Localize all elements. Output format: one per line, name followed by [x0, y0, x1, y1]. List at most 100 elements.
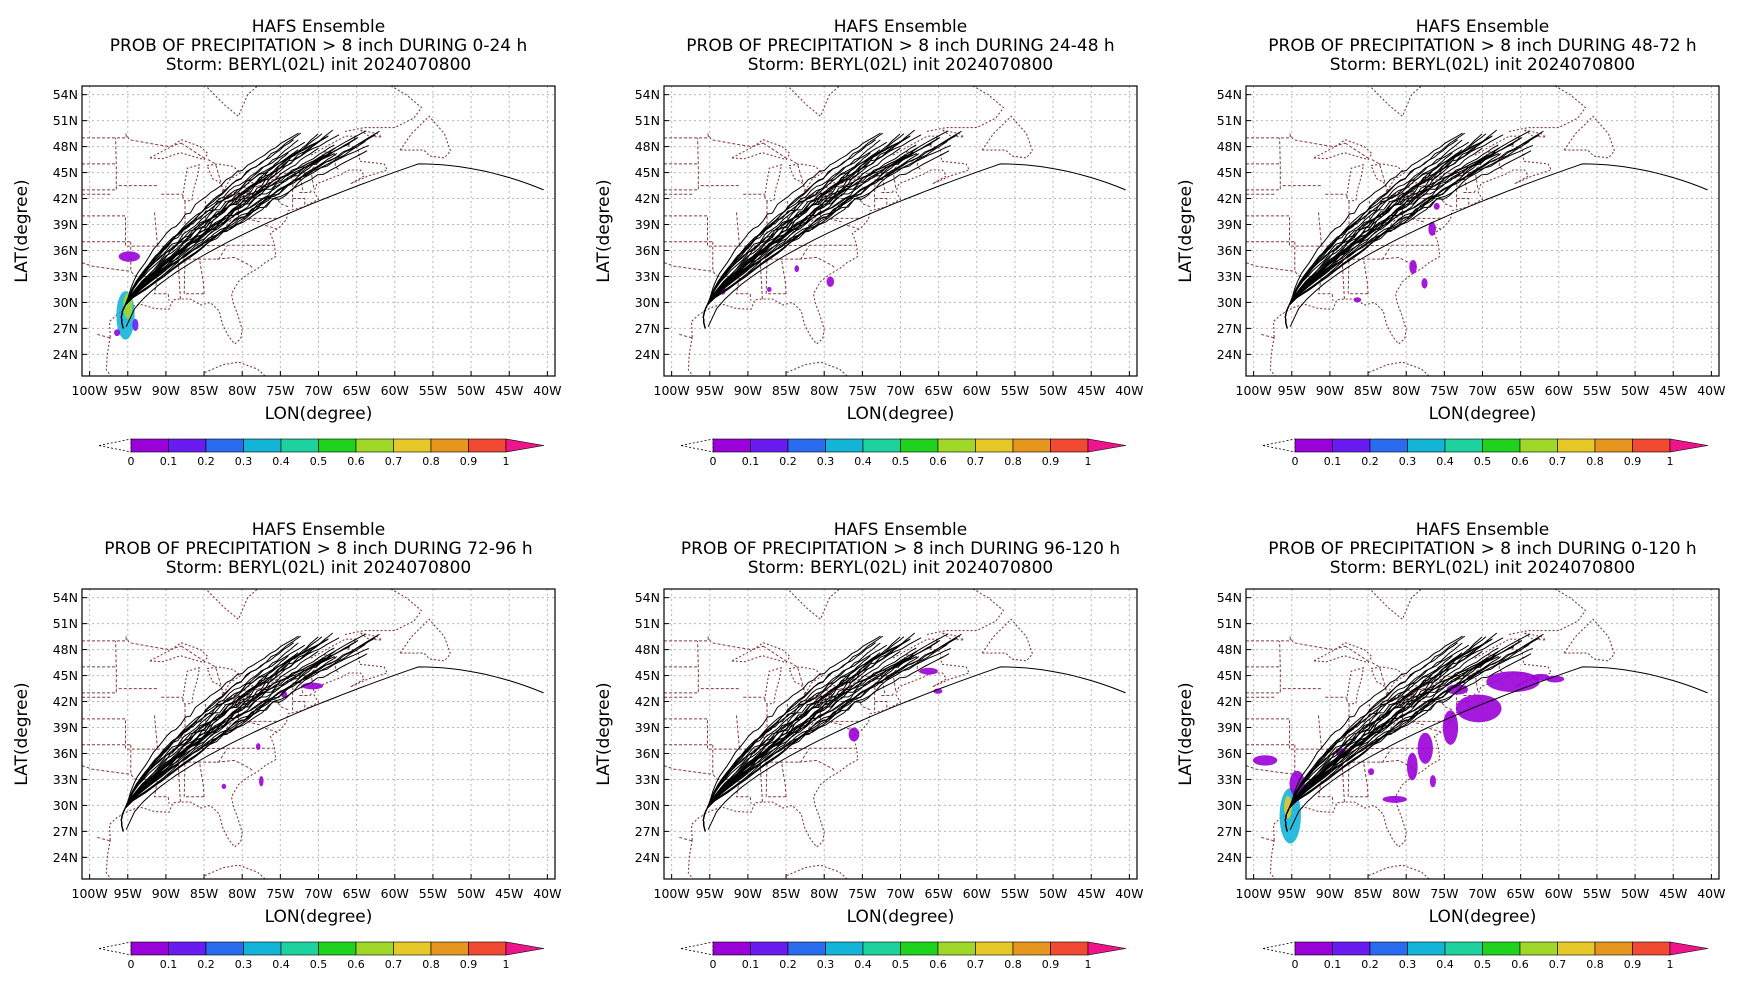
colorbar-label: 0.9 — [1624, 958, 1642, 971]
panel-storm-label: Storm: BERYL(02L) init 2024070800 — [748, 558, 1053, 578]
lon-tick-label: 50W — [1621, 886, 1649, 901]
lon-tick-label: 45W — [1659, 886, 1687, 901]
lat-tick-label: 42N — [635, 694, 660, 709]
lat-tick-label: 36N — [53, 746, 78, 761]
panel-title: HAFS Ensemble — [1416, 520, 1549, 540]
ensemble-track — [120, 139, 294, 329]
colorbar-label: 0.8 — [1586, 958, 1604, 971]
precip-probability-area — [114, 329, 121, 337]
y-axis-label: LAT(degree) — [1176, 682, 1196, 785]
lat-tick-label: 27N — [53, 321, 78, 336]
ensemble-track — [1284, 640, 1490, 832]
colorbar-label: 0.3 — [1399, 455, 1417, 468]
lon-tick-label: 70W — [886, 886, 914, 901]
lon-tick-label: 95W — [114, 886, 142, 901]
state-border — [199, 762, 205, 797]
lat-tick-label: 39N — [1217, 720, 1242, 735]
colorbar-segment — [130, 941, 169, 956]
coastline — [182, 667, 201, 705]
colorbar-segment — [1294, 438, 1333, 453]
lon-tick-label: 40W — [1115, 886, 1143, 901]
ensemble-track — [120, 647, 335, 832]
state-border — [1455, 198, 1470, 205]
lat-tick-label: 33N — [635, 269, 660, 284]
state-border — [264, 727, 277, 733]
colorbar-label: 0.7 — [967, 958, 985, 971]
lon-tick-label: 75W — [848, 886, 876, 901]
precip-probability-area — [301, 682, 324, 690]
coastline — [924, 589, 1005, 636]
lon-tick-label: 65W — [925, 383, 953, 398]
state-border — [243, 198, 290, 208]
state-border — [846, 224, 859, 230]
colorbar-label: 0 — [710, 958, 717, 971]
precip-probability-area — [132, 318, 139, 331]
state-border — [264, 224, 277, 230]
colorbar-segment — [280, 438, 319, 453]
lon-tick-label: 75W — [1430, 383, 1458, 398]
coastline — [1506, 86, 1587, 133]
colorbar-label: 1 — [503, 958, 510, 971]
colorbar-segment — [355, 941, 394, 956]
colorbar-label: 0 — [128, 958, 135, 971]
coastline — [764, 164, 783, 202]
ensemble-track — [702, 136, 910, 329]
colorbar: 0 0.1 0.2 0.3 0.4 0.5 0.6 0.7 0.8 0.9 1 — [1262, 941, 1709, 971]
coastline — [709, 86, 840, 118]
coastline — [204, 864, 266, 879]
colorbar-label: 0.3 — [817, 455, 835, 468]
state-border — [1401, 198, 1444, 219]
ensemble-track — [702, 635, 881, 832]
y-axis-label: LAT(degree) — [12, 179, 32, 282]
state-border — [798, 759, 837, 773]
colorbar-under-arrow — [98, 438, 132, 453]
coastline — [206, 666, 242, 694]
coastline — [1563, 618, 1616, 662]
colorbar-label: 0.1 — [160, 455, 178, 468]
state-border — [664, 765, 714, 775]
colorbar-segment — [1482, 941, 1521, 956]
colorbar-segment — [243, 941, 282, 956]
state-border — [881, 188, 895, 193]
lon-tick-label: 85W — [772, 886, 800, 901]
lon-tick-label: 80W — [228, 886, 256, 901]
state-border — [97, 333, 111, 339]
lon-tick-label: 40W — [1115, 383, 1143, 398]
lat-tick-label: 54N — [1217, 87, 1242, 102]
lat-tick-label: 24N — [635, 850, 660, 865]
ensemble-track — [702, 635, 884, 832]
state-border — [292, 172, 294, 208]
lat-tick-label: 27N — [1217, 321, 1242, 336]
lon-tick-label: 95W — [114, 383, 142, 398]
ensemble-track — [1284, 132, 1463, 329]
x-axis-label: LON(degree) — [265, 907, 373, 927]
precip-probability-area — [826, 276, 835, 287]
state-border — [1474, 169, 1479, 190]
state-border — [82, 262, 132, 272]
lon-tick-label: 55W — [419, 383, 447, 398]
ensemble-track — [1284, 147, 1500, 329]
state-border — [180, 142, 207, 161]
lon-tick-label: 40W — [1697, 886, 1725, 901]
colorbar-label: 0.6 — [347, 455, 365, 468]
colorbar-label: 1 — [503, 455, 510, 468]
lat-tick-label: 48N — [635, 139, 660, 154]
colorbar-label: 0.8 — [422, 455, 440, 468]
lon-tick-label: 90W — [152, 383, 180, 398]
lat-tick-label: 51N — [635, 616, 660, 631]
coastline — [981, 618, 1034, 662]
state-border — [762, 142, 789, 161]
state-border — [1318, 715, 1322, 750]
lon-tick-label: 90W — [734, 886, 762, 901]
ensemble-track — [120, 137, 326, 329]
colorbar-label: 0.6 — [929, 958, 947, 971]
state-border — [664, 718, 856, 750]
lat-tick-label: 24N — [1217, 850, 1242, 865]
colorbar-label: 0 — [128, 455, 135, 468]
colorbar-segment — [1012, 438, 1051, 453]
lon-tick-label: 100W — [1236, 383, 1272, 398]
state-border — [825, 198, 872, 208]
